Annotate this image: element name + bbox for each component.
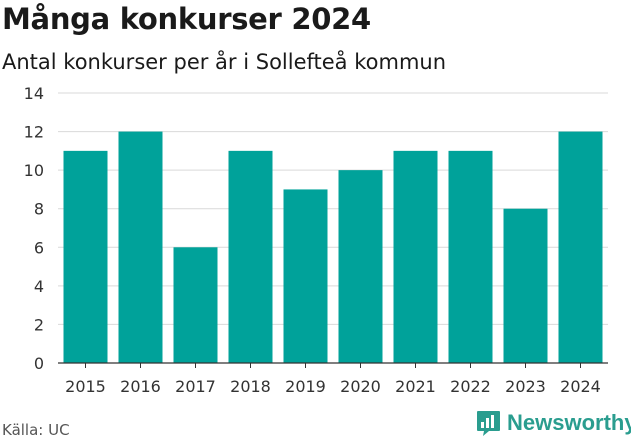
x-tick-label: 2021 xyxy=(395,377,436,396)
bar-2021 xyxy=(393,150,438,363)
bar-2017 xyxy=(173,247,218,363)
x-tick-label: 2017 xyxy=(175,377,216,396)
bar-2023 xyxy=(503,208,548,363)
bar-2018 xyxy=(228,150,273,363)
brand-logo: Newsworthy xyxy=(476,408,631,438)
bar-2020 xyxy=(338,170,383,363)
x-tick-label: 2024 xyxy=(560,377,601,396)
y-axis-ticks: 0 2 4 6 8 10 12 14 xyxy=(24,84,44,373)
y-tick-label: 8 xyxy=(34,200,44,219)
y-tick-label: 12 xyxy=(24,123,44,142)
x-tick-label: 2022 xyxy=(450,377,491,396)
x-tick-label: 2019 xyxy=(285,377,326,396)
bar-2015 xyxy=(63,150,108,363)
source-note: Källa: UC xyxy=(2,421,70,439)
y-tick-label: 4 xyxy=(34,277,44,296)
bars xyxy=(63,131,603,363)
bar-2019 xyxy=(283,189,328,363)
chart-title: Många konkurser 2024 xyxy=(2,2,371,36)
y-tick-label: 10 xyxy=(24,161,44,180)
x-tick-label: 2016 xyxy=(120,377,161,396)
bar-2024 xyxy=(558,131,603,363)
bar-2022 xyxy=(448,150,493,363)
y-tick-label: 2 xyxy=(34,315,44,334)
x-tick-label: 2023 xyxy=(505,377,546,396)
bar-2016 xyxy=(118,131,163,363)
y-tick-label: 0 xyxy=(34,354,44,373)
x-tick-label: 2018 xyxy=(230,377,271,396)
y-tick-label: 14 xyxy=(24,84,44,103)
chart-subtitle: Antal konkurser per år i Sollefteå kommu… xyxy=(2,50,447,74)
x-tick-label: 2020 xyxy=(340,377,381,396)
bar-chart-logo-icon xyxy=(477,410,500,436)
brand-name: Newsworthy xyxy=(507,410,631,435)
x-tick-label: 2015 xyxy=(65,377,106,396)
x-axis-ticks: 2015 2016 2017 2018 2019 2020 2021 2022 2023 2024 xyxy=(65,363,601,396)
y-tick-label: 6 xyxy=(34,238,44,257)
